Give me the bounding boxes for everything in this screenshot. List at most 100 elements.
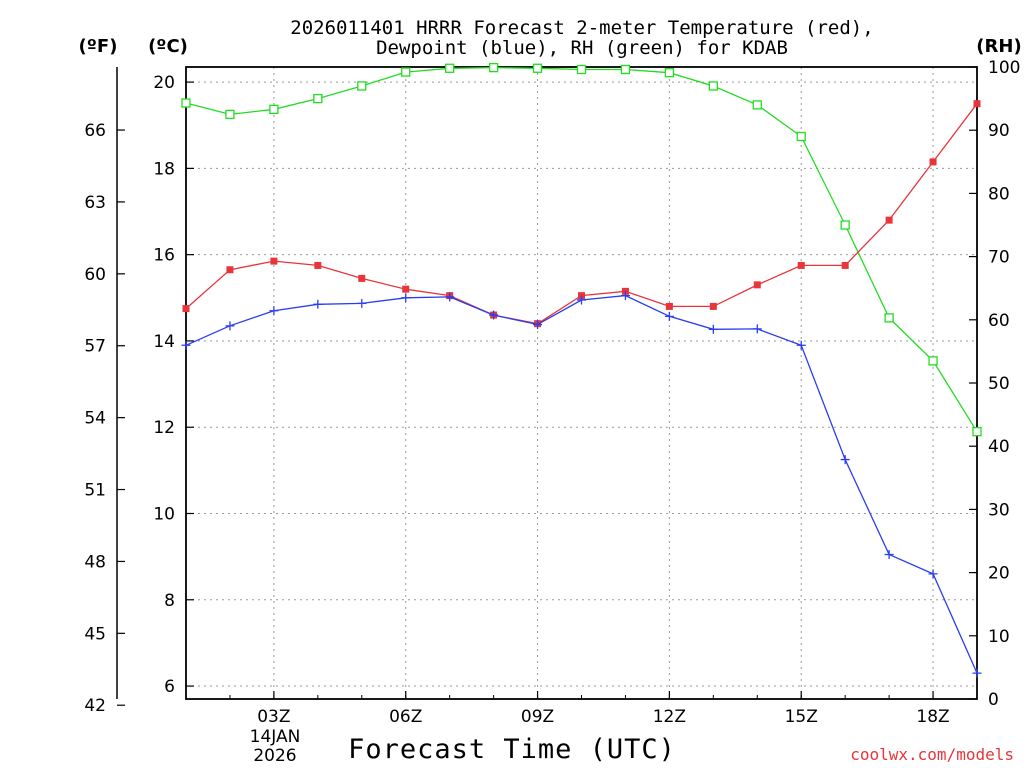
dewpoint-data-point <box>269 306 279 316</box>
x-tick-label: 12Z <box>653 707 686 727</box>
dewpoint-data-point <box>928 569 938 579</box>
rh-tick-label: 60 <box>988 311 1010 331</box>
fahrenheit-tick-label: 48 <box>84 552 106 572</box>
rh-data-point <box>840 220 850 230</box>
rh-tick-label: 80 <box>988 184 1010 204</box>
celsius-tick-label: 20 <box>153 73 175 93</box>
rh-data-point <box>445 63 455 73</box>
rh-data-point <box>928 356 938 366</box>
rh-data-point <box>269 104 279 114</box>
rh-data-point <box>796 131 806 142</box>
date-label-year: 2026 <box>253 746 296 766</box>
temperature-data-point <box>841 261 849 269</box>
dewpoint-data-point <box>225 321 235 331</box>
rh-tick-label: 90 <box>988 121 1010 141</box>
celsius-tick-label: 6 <box>164 677 175 697</box>
x-tick-label: 06Z <box>389 707 422 727</box>
fahrenheit-tick-label: 66 <box>84 121 106 141</box>
celsius-unit-label: (ºC) <box>148 36 188 57</box>
rh-data-point <box>488 62 499 73</box>
dewpoint-data-point <box>181 340 191 350</box>
dewpoint-series-line <box>185 294 978 674</box>
dewpoint-data-point <box>401 293 411 303</box>
rh-data-point <box>225 109 235 120</box>
fahrenheit-tick-label: 60 <box>84 265 106 285</box>
axis-layer: 6 8 10 12 14 16 18 20 03Z 06Z 09Z 12Z 15Z 18Z 42 45 48 51… <box>84 58 1020 727</box>
rh-tick-label: 100 <box>988 58 1020 78</box>
grid-layer <box>186 67 977 699</box>
x-axis-label: Forecast Time (UTC) <box>348 734 676 765</box>
temperature-data-point <box>402 285 410 293</box>
x-tick-label: 18Z <box>916 707 949 727</box>
dewpoint-data-point <box>533 320 543 330</box>
fahrenheit-tick-label: 63 <box>84 193 106 213</box>
date-label-day: 14JAN <box>250 727 301 747</box>
rh-data-point <box>181 98 191 108</box>
rh-data-point <box>884 313 894 323</box>
fahrenheit-tick-label: 45 <box>84 624 106 644</box>
dewpoint-data-point <box>620 291 630 301</box>
celsius-tick-label: 16 <box>153 246 175 266</box>
dewpoint-data-point <box>664 311 674 321</box>
rh-data-point <box>401 67 411 77</box>
celsius-tick-label: 12 <box>153 418 175 438</box>
rh-tick-label: 10 <box>988 627 1010 647</box>
rh-tick-label: 20 <box>988 564 1010 584</box>
temperature-data-point <box>182 305 190 313</box>
dewpoint-data-point <box>884 549 894 559</box>
rh-tick-label: 0 <box>988 690 999 710</box>
dewpoint-data-point <box>752 324 762 334</box>
dewpoint-data-point <box>708 324 718 334</box>
temperature-data-point <box>665 302 673 310</box>
temperature-data-point <box>709 302 717 310</box>
rh-data-point <box>708 81 718 91</box>
fahrenheit-tick-label: 54 <box>84 409 106 429</box>
x-tick-label: 03Z <box>257 707 290 727</box>
fahrenheit-tick-label: 51 <box>84 481 106 501</box>
temperature-data-point <box>270 257 278 265</box>
celsius-tick-label: 18 <box>153 159 175 179</box>
rh-data-point <box>664 68 675 78</box>
rh-data-point <box>357 81 367 91</box>
fahrenheit-unit-label: (ºF) <box>79 36 118 57</box>
dewpoint-data-point <box>972 668 982 678</box>
temperature-data-point <box>358 274 366 282</box>
rh-data-point <box>620 64 631 75</box>
rh-tick-label: 50 <box>988 374 1010 394</box>
temperature-data-point <box>226 266 234 274</box>
rh-unit-label: (RH) <box>976 36 1021 57</box>
dewpoint-data-point <box>313 299 323 309</box>
rh-data-point <box>752 100 762 110</box>
dewpoint-data-point <box>445 292 455 302</box>
celsius-tick-label: 10 <box>153 504 175 524</box>
chart-title-line1: 2026011401 HRRR Forecast 2-meter Tempera… <box>290 17 873 39</box>
rh-tick-label: 40 <box>988 437 1010 457</box>
series-layer <box>181 62 982 678</box>
temperature-data-point <box>753 281 761 289</box>
rh-data-point <box>532 63 543 73</box>
rh-data-point <box>972 427 982 437</box>
rh-tick-label: 70 <box>988 248 1010 268</box>
dewpoint-data-point <box>357 298 367 308</box>
rh-series-line <box>185 66 978 433</box>
rh-data-point <box>313 93 323 104</box>
chart-title-line2: Dewpoint (blue), RH (green) for KDAB <box>376 37 788 59</box>
x-tick-label: 15Z <box>785 707 818 727</box>
dewpoint-data-point <box>577 295 586 305</box>
temperature-data-point <box>314 261 322 269</box>
rh-tick-label: 30 <box>988 500 1010 520</box>
temperature-data-point <box>973 100 981 108</box>
x-tick-label: 09Z <box>521 707 554 727</box>
celsius-tick-label: 14 <box>153 332 175 352</box>
temperature-data-point <box>797 261 805 269</box>
temperature-data-point <box>885 216 893 224</box>
dewpoint-data-point <box>840 455 850 465</box>
credit-link[interactable]: coolwx.com/models <box>850 745 1014 764</box>
temperature-data-point <box>929 158 937 166</box>
dewpoint-data-point <box>796 340 806 350</box>
dewpoint-data-point <box>489 310 499 320</box>
plot-frame <box>185 66 978 700</box>
rh-data-point <box>576 64 587 75</box>
fahrenheit-tick-label: 57 <box>84 337 106 357</box>
